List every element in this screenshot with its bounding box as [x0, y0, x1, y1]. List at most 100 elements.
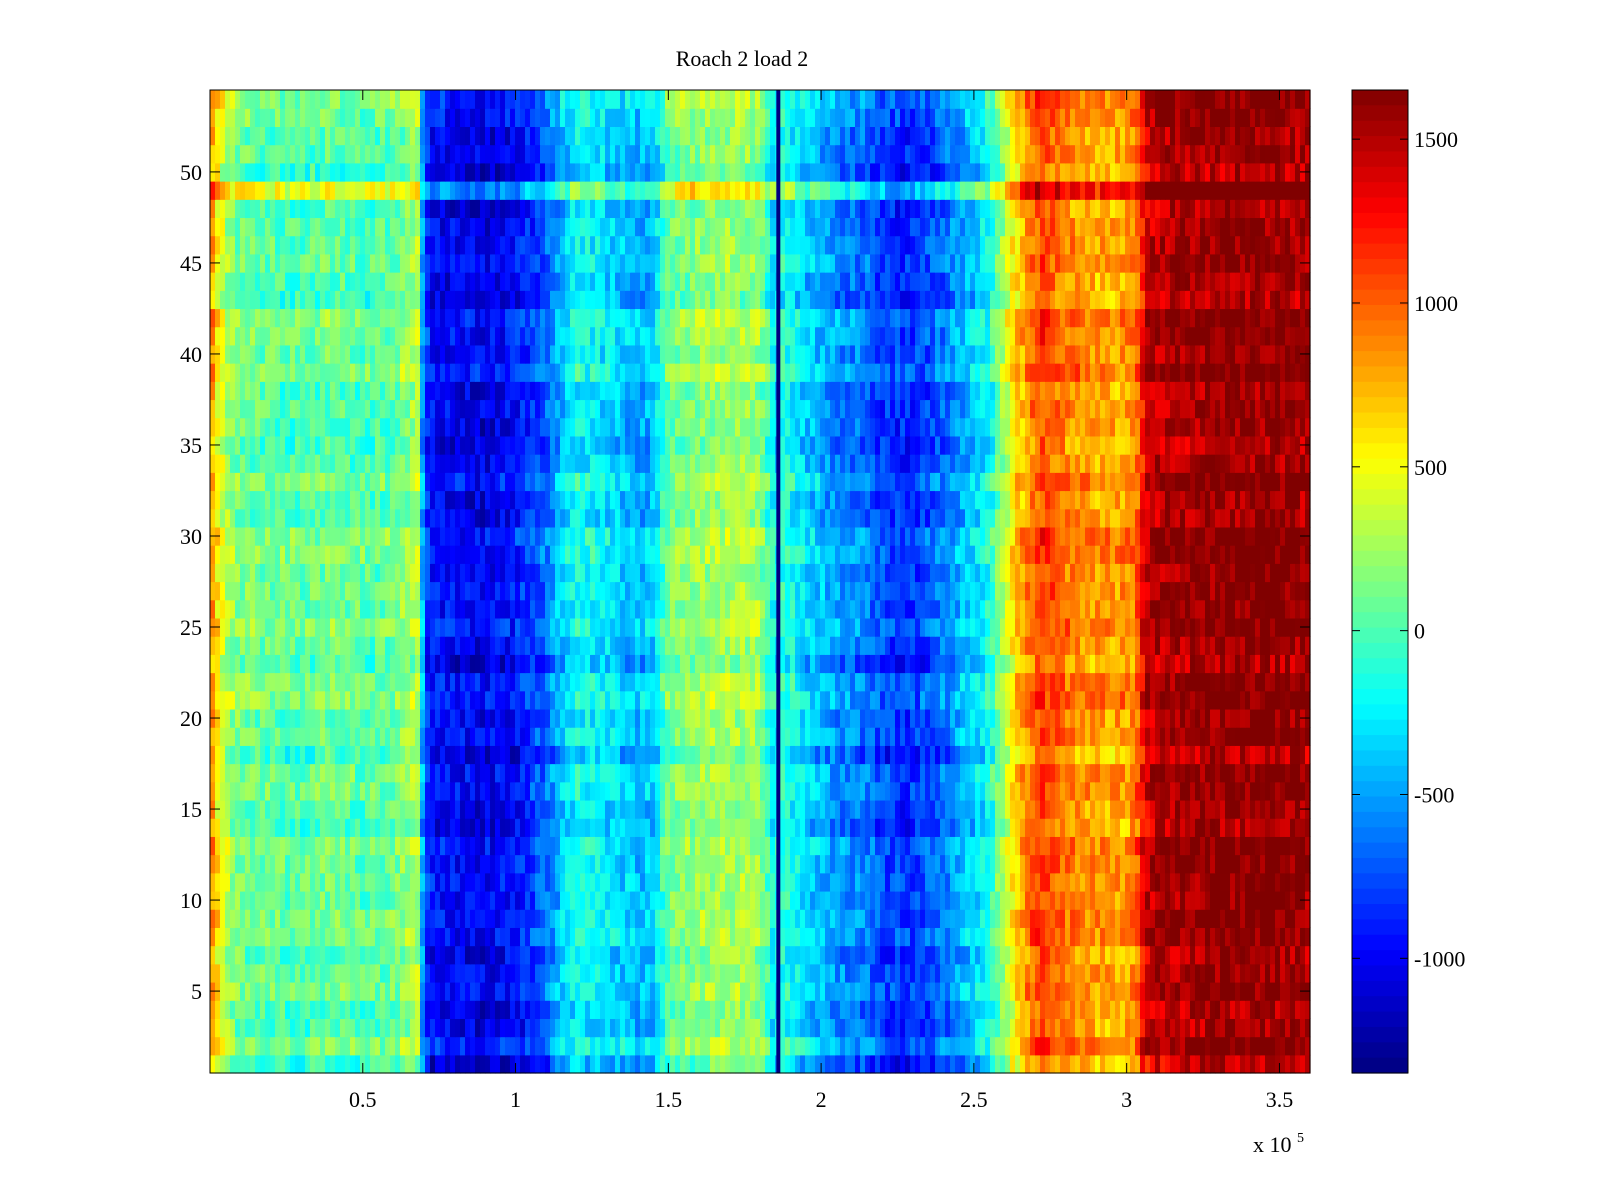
- heatmap-cell: [835, 927, 841, 947]
- heatmap-cell: [560, 1018, 566, 1038]
- heatmap-cell: [605, 690, 611, 710]
- heatmap-cell: [740, 890, 746, 910]
- heatmap-cell: [815, 690, 821, 710]
- heatmap-cell: [785, 745, 791, 765]
- heatmap-cell: [470, 836, 476, 856]
- heatmap-cell: [770, 745, 776, 765]
- heatmap-cell: [265, 927, 271, 947]
- heatmap-cell: [915, 708, 921, 728]
- heatmap-cell: [735, 745, 741, 765]
- heatmap-cell: [1265, 981, 1271, 1001]
- heatmap-cell: [755, 690, 761, 710]
- heatmap-cell: [300, 690, 306, 710]
- heatmap-cell: [535, 654, 541, 674]
- heatmap-cell: [1105, 818, 1111, 837]
- heatmap-cell: [635, 854, 641, 874]
- heatmap-cell: [690, 981, 696, 1001]
- heatmap-cell: [1145, 1036, 1151, 1056]
- heatmap-cell: [950, 854, 956, 874]
- heatmap-cell: [1280, 781, 1286, 801]
- heatmap-cell: [890, 909, 896, 928]
- heatmap-cell: [900, 799, 906, 819]
- heatmap-cell: [825, 818, 831, 837]
- heatmap-cell: [575, 909, 581, 928]
- heatmap-cell: [1050, 1036, 1056, 1056]
- heatmap-cell: [625, 890, 631, 910]
- heatmap-cell: [705, 1000, 711, 1019]
- heatmap-cell: [740, 745, 746, 765]
- heatmap-cell: [755, 1000, 761, 1019]
- heatmap-cell: [465, 818, 471, 837]
- heatmap-cell: [995, 981, 1001, 1001]
- heatmap-cell: [415, 945, 421, 965]
- heatmap-cell: [600, 781, 606, 801]
- heatmap-cell: [825, 690, 831, 710]
- heatmap-cell: [320, 963, 326, 983]
- heatmap-cell: [320, 745, 326, 765]
- heatmap-cell: [1230, 836, 1236, 856]
- heatmap-cell: [585, 1036, 591, 1056]
- heatmap-cell: [710, 745, 716, 765]
- heatmap-cell: [635, 945, 641, 965]
- heatmap-cell: [680, 963, 686, 983]
- heatmap-cell: [260, 727, 266, 746]
- heatmap-cell: [920, 963, 926, 983]
- heatmap-cell: [1160, 799, 1166, 819]
- heatmap-cell: [310, 818, 316, 837]
- heatmap-cell: [335, 818, 341, 837]
- heatmap-cell: [385, 890, 391, 910]
- heatmap-cell: [1195, 927, 1201, 947]
- heatmap-cell: [230, 1054, 236, 1074]
- heatmap-cell: [475, 799, 481, 819]
- heatmap-cell: [780, 708, 786, 728]
- heatmap-cell: [555, 818, 561, 837]
- heatmap-cell: [930, 1054, 936, 1074]
- heatmap-cell: [1065, 981, 1071, 1001]
- heatmap-cell: [390, 708, 396, 728]
- heatmap-cell: [410, 781, 416, 801]
- heatmap-cell: [390, 1036, 396, 1056]
- heatmap-cell: [1150, 708, 1156, 728]
- heatmap-cell: [530, 1018, 536, 1038]
- heatmap-cell: [565, 708, 571, 728]
- heatmap-cell: [405, 818, 411, 837]
- heatmap-cell: [430, 1054, 436, 1074]
- heatmap-cell: [440, 836, 446, 856]
- heatmap-cell: [610, 854, 616, 874]
- heatmap-cell: [830, 799, 836, 819]
- heatmap-cell: [385, 1018, 391, 1038]
- heatmap-cell: [710, 690, 716, 710]
- heatmap-cell: [1120, 708, 1126, 728]
- heatmap-cell: [350, 781, 356, 801]
- heatmap-cell: [950, 945, 956, 965]
- heatmap-cell: [1270, 1018, 1276, 1038]
- heatmap-cell: [1010, 981, 1016, 1001]
- heatmap-cell: [800, 781, 806, 801]
- heatmap-cell: [270, 836, 276, 856]
- heatmap-cell: [1120, 818, 1126, 837]
- heatmap-cell: [795, 1000, 801, 1019]
- heatmap-cell: [975, 927, 981, 947]
- heatmap-cell: [235, 1036, 241, 1056]
- heatmap-cell: [480, 1018, 486, 1038]
- heatmap-cell: [1000, 672, 1006, 692]
- heatmap-cell: [1080, 1000, 1086, 1019]
- heatmap-cell: [360, 836, 366, 856]
- heatmap-cell: [625, 1018, 631, 1038]
- heatmap-cell: [1285, 708, 1291, 728]
- heatmap-cell: [685, 781, 691, 801]
- heatmap-cell: [1290, 836, 1296, 856]
- heatmap-cell: [250, 890, 256, 910]
- heatmap-cell: [1295, 1036, 1301, 1056]
- heatmap-cell: [970, 727, 976, 746]
- heatmap-cell: [430, 654, 436, 674]
- heatmap-cell: [275, 818, 281, 837]
- heatmap-cell: [425, 654, 431, 674]
- heatmap-cell: [1070, 836, 1076, 856]
- heatmap-cell: [830, 672, 836, 692]
- heatmap-cell: [1240, 1036, 1246, 1056]
- heatmap-cell: [485, 963, 491, 983]
- heatmap-cell: [605, 945, 611, 965]
- heatmap-cell: [1275, 781, 1281, 801]
- heatmap-cell: [255, 708, 261, 728]
